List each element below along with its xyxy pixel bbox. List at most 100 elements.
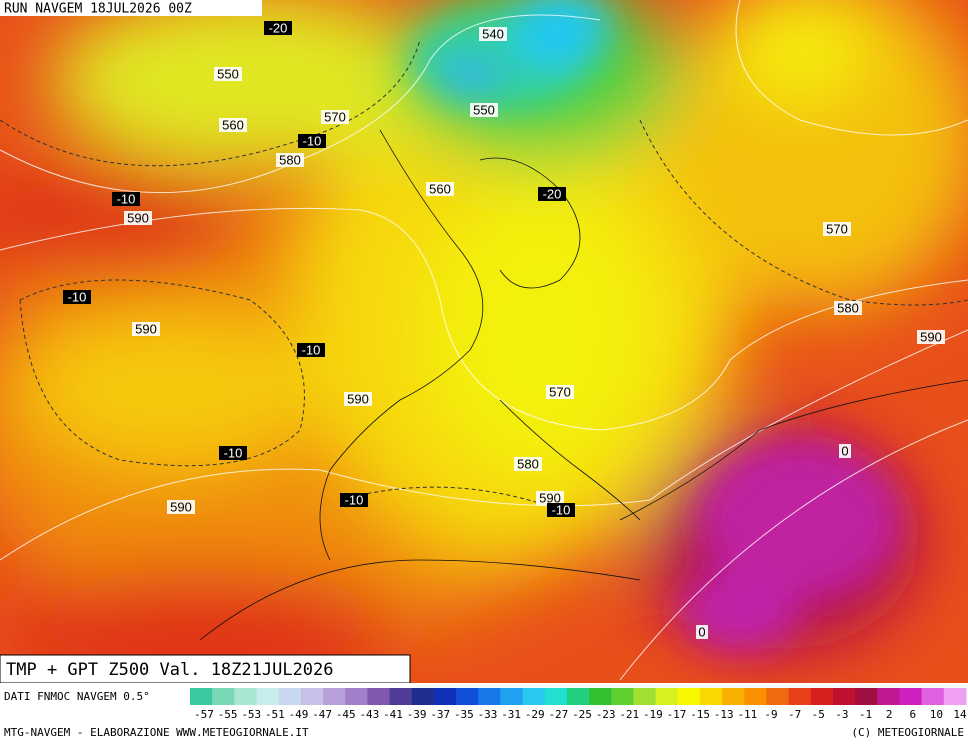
color-swatch	[456, 688, 479, 705]
legend-label: 14	[953, 708, 967, 721]
legend-label: 10	[930, 708, 943, 721]
gpt-label: 550	[217, 66, 239, 81]
legend-label: -43	[359, 708, 379, 721]
gpt-label-box	[839, 444, 851, 458]
gpt-label-box	[834, 301, 862, 315]
color-swatch	[234, 688, 258, 705]
color-swatch	[190, 688, 213, 705]
legend-label: -47	[312, 708, 332, 721]
title-box	[0, 654, 411, 684]
gpt-label: 570	[324, 109, 346, 124]
color-swatch	[323, 688, 346, 705]
gpt-label: 0	[841, 443, 848, 458]
gpt-label-box	[546, 385, 574, 399]
coastlines	[199, 129, 968, 641]
legend-label: -57	[194, 708, 214, 721]
temp-label: -10	[224, 445, 243, 460]
footer-right: (C) METEOGIORNALE	[851, 726, 964, 739]
temp-label: -20	[543, 186, 562, 201]
color-swatch	[633, 688, 657, 705]
gpt-label: 590	[127, 210, 149, 225]
gpt-label-box	[514, 457, 542, 471]
gpt-label: 570	[549, 384, 571, 399]
legend-label: -15	[690, 708, 710, 721]
legend-label: -17	[667, 708, 687, 721]
color-swatch	[212, 688, 235, 705]
legend-label: -27	[548, 708, 568, 721]
map-title: TMP + GPT Z500 Val. 18Z21JUL2026	[6, 660, 334, 680]
color-swatch	[943, 688, 967, 705]
gpt-label-box	[124, 211, 152, 225]
color-swatch	[766, 688, 790, 705]
gpt-label-box	[167, 500, 195, 514]
gpt-label-box	[132, 322, 160, 336]
temp-label-box	[340, 493, 368, 507]
gpt-label-box	[696, 625, 708, 639]
gpt-label-box	[219, 118, 247, 132]
color-swatch	[411, 688, 435, 705]
legend-label: -53	[241, 708, 261, 721]
legend-label: -31	[501, 708, 521, 721]
color-swatch	[921, 688, 945, 705]
legend-label: -39	[407, 708, 427, 721]
legend-label: -55	[218, 708, 238, 721]
temp-label-box	[538, 187, 566, 201]
legend-label: -5	[812, 708, 825, 721]
legend-label: -29	[525, 708, 545, 721]
legend-label: -7	[788, 708, 801, 721]
gpt-label: 540	[482, 26, 504, 41]
color-swatch	[677, 688, 701, 705]
legend-label: -3	[835, 708, 848, 721]
legend-label: -1	[859, 708, 872, 721]
color-swatch	[544, 688, 568, 705]
gpt-label-box	[426, 182, 454, 196]
gpt-label-box	[536, 491, 564, 505]
color-swatch	[433, 688, 457, 705]
legend-label: -11	[737, 708, 757, 721]
temp-label-box	[297, 343, 325, 357]
legend-label: -9	[764, 708, 777, 721]
legend-label: -45	[336, 708, 356, 721]
legend-label: 6	[909, 708, 916, 721]
gpt-label-box	[470, 103, 498, 117]
temp-label: -10	[345, 492, 364, 507]
gpt-label: 580	[279, 152, 301, 167]
temp-label-box	[219, 446, 247, 460]
gpt-label-box	[276, 153, 304, 167]
gpt-label: 590	[539, 490, 561, 505]
temp-label-box	[63, 290, 91, 304]
gpt-label: 590	[920, 329, 942, 344]
color-swatch	[855, 688, 878, 705]
gpt-label: 560	[429, 181, 451, 196]
temp-label: -10	[552, 502, 571, 517]
run-info: RUN NAVGEM 18JUL2026 00Z	[4, 2, 192, 17]
gpt-label: 580	[517, 456, 539, 471]
color-swatch	[500, 688, 524, 705]
legend-label: -25	[572, 708, 592, 721]
gpt-label-box	[321, 110, 349, 124]
gpt-label: 0	[698, 624, 705, 639]
temp-label-box	[112, 192, 140, 206]
color-swatch	[744, 688, 767, 705]
color-swatch	[522, 688, 546, 705]
color-swatch	[345, 688, 368, 705]
gpt-label: 550	[473, 102, 495, 117]
gpt-label: 590	[347, 391, 369, 406]
color-swatch	[655, 688, 679, 705]
temp-label: -10	[303, 133, 322, 148]
contour-lines	[0, 0, 968, 681]
temp-label-box	[264, 21, 292, 35]
legend-label: -49	[289, 708, 309, 721]
color-swatch	[256, 688, 280, 705]
color-swatch	[899, 688, 923, 705]
legend-label: -51	[265, 708, 285, 721]
temp-label: -10	[302, 342, 321, 357]
legend-label: 2	[886, 708, 893, 721]
color-swatch	[300, 688, 324, 705]
color-swatch	[478, 688, 501, 705]
color-swatch	[810, 688, 834, 705]
legend-label: -13	[714, 708, 734, 721]
color-swatch	[788, 688, 812, 705]
gpt-label-box	[344, 392, 372, 406]
